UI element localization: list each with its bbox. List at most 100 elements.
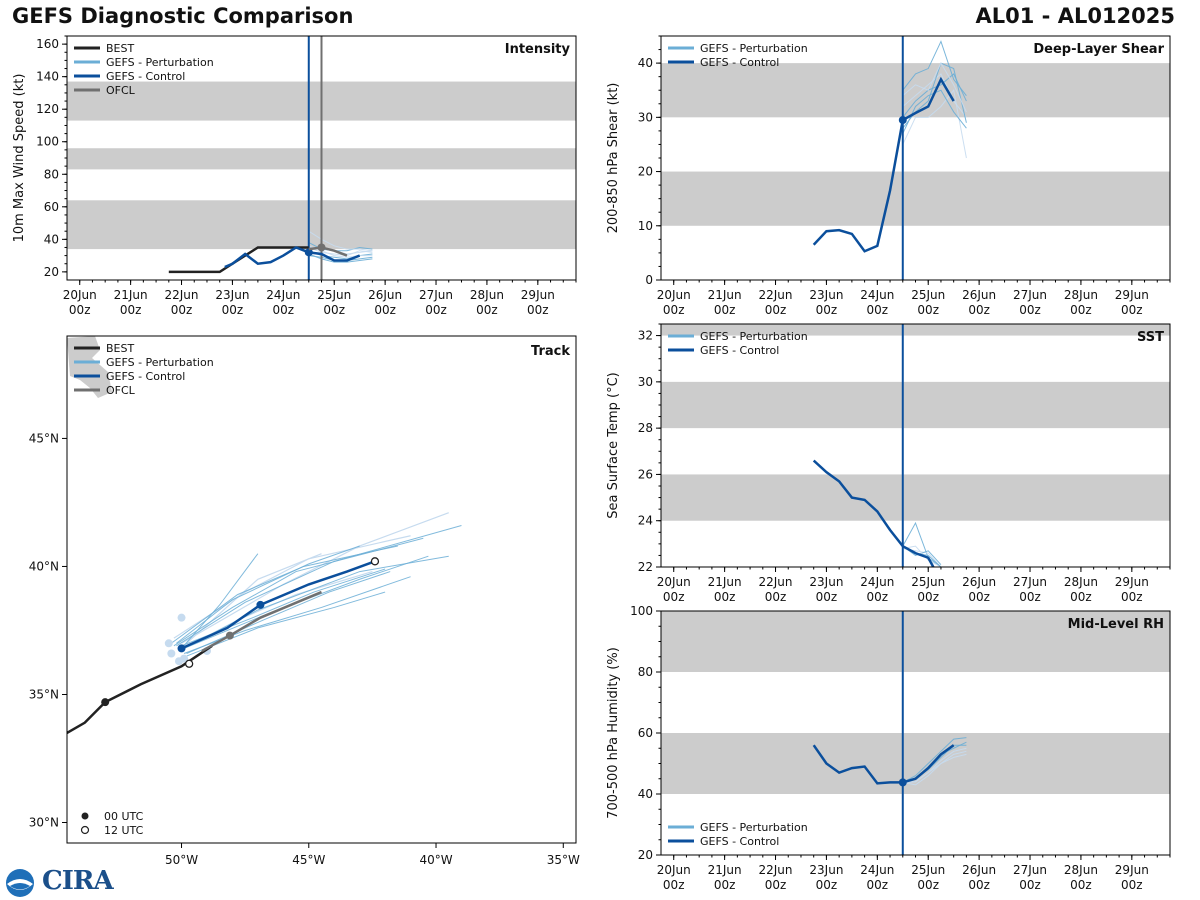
shear-plot-area xyxy=(661,36,1170,280)
track-perturbation-line xyxy=(176,525,462,647)
shear-xtick-label: 25Jun xyxy=(911,288,945,302)
intensity-xtick-label: 29Jun xyxy=(521,288,555,302)
intensity-xtick-label: 20Jun xyxy=(63,288,97,302)
intensity-xtick-sublabel: 00z xyxy=(222,303,244,317)
track-marker-12utc xyxy=(185,659,194,668)
shear-xtick-sublabel: 00z xyxy=(1019,303,1041,317)
land-shape xyxy=(67,336,112,398)
track-title: Track xyxy=(531,344,570,359)
track-ytick-label: 40°N xyxy=(29,559,59,573)
sst-ytick-label: 24 xyxy=(638,514,653,528)
shear-ytick-label: 30 xyxy=(638,110,653,124)
shear-xtick-label: 20Jun xyxy=(657,288,691,302)
track-plot-area xyxy=(67,336,462,734)
shear-perturbation-line xyxy=(902,40,967,96)
rh-ylabel: 700-500 hPa Humidity (%) xyxy=(606,647,621,819)
rh-xtick-label: 25Jun xyxy=(911,863,945,877)
shear-band xyxy=(661,171,1170,226)
sst-xtick-label: 21Jun xyxy=(708,575,742,589)
sst-xtick-label: 22Jun xyxy=(759,575,793,589)
rh-xtick-sublabel: 00z xyxy=(1019,878,1041,892)
intensity-ytick-label: 120 xyxy=(36,102,59,116)
intensity-xtick-sublabel: 00z xyxy=(69,303,91,317)
storm-id: AL01 - AL012025 xyxy=(975,4,1176,28)
sst-xtick-sublabel: 00z xyxy=(1019,590,1041,604)
shear-xtick-sublabel: 00z xyxy=(867,303,889,317)
rh-xtick-label: 23Jun xyxy=(809,863,843,877)
sst-band xyxy=(661,381,1170,429)
sst-xtick-sublabel: 00z xyxy=(714,590,736,604)
intensity-xtick-sublabel: 00z xyxy=(171,303,193,317)
intensity-ytick-label: 140 xyxy=(36,70,59,84)
track-perturbation-line xyxy=(176,545,360,644)
sst-band xyxy=(661,324,1170,336)
intensity-xtick-label: 25Jun xyxy=(317,288,351,302)
sst-xtick-sublabel: 00z xyxy=(663,590,685,604)
shear-xtick-sublabel: 00z xyxy=(1121,303,1143,317)
intensity-legend-label: GEFS - Perturbation xyxy=(106,56,214,69)
rh-xtick-label: 28Jun xyxy=(1064,863,1098,877)
intensity-ytick-label: 20 xyxy=(44,265,59,279)
rh-perturbation-line xyxy=(902,753,967,786)
intensity-ytick-label: 80 xyxy=(44,167,59,181)
shear-xtick-sublabel: 00z xyxy=(917,303,939,317)
shear-ytick-label: 20 xyxy=(638,165,653,179)
track-perturbation-dot xyxy=(164,639,173,648)
intensity-chart: 2040608010012014016020Jun00z21Jun00z22Ju… xyxy=(12,35,577,317)
rh-ytick-label: 80 xyxy=(638,665,653,679)
shear-xtick-label: 21Jun xyxy=(708,288,742,302)
shear-xtick-label: 26Jun xyxy=(962,288,996,302)
track-legend-label: OFCL xyxy=(106,384,136,397)
track-xtick-label: 40°W xyxy=(419,853,452,867)
intensity-marker xyxy=(304,248,313,257)
sst-ytick-label: 22 xyxy=(638,560,653,574)
shear-xtick-label: 23Jun xyxy=(809,288,843,302)
shear-xtick-label: 28Jun xyxy=(1064,288,1098,302)
sst-legend-label: GEFS - Perturbation xyxy=(700,330,808,343)
track-perturbation-line xyxy=(186,571,391,654)
sst-xtick-label: 28Jun xyxy=(1064,575,1098,589)
rh-xtick-label: 29Jun xyxy=(1115,863,1149,877)
sst-plot-area xyxy=(661,324,1170,567)
rh-xtick-label: 24Jun xyxy=(860,863,894,877)
intensity-perturbation-line xyxy=(308,230,373,252)
intensity-gefs-controlline xyxy=(224,246,361,269)
track-marker-12utc xyxy=(370,557,380,566)
sst-gefs-controlline xyxy=(812,459,935,567)
intensity-title: Intensity xyxy=(505,42,571,57)
intensity-ytick-label: 160 xyxy=(36,37,59,51)
rh-xtick-sublabel: 00z xyxy=(968,878,990,892)
track-perturbation-dot xyxy=(177,613,186,622)
sst-xtick-sublabel: 00z xyxy=(765,590,787,604)
rh-xtick-sublabel: 00z xyxy=(1121,878,1143,892)
intensity-marker xyxy=(317,243,326,252)
track-marker-00utc xyxy=(177,644,186,653)
track-xtick-label: 45°W xyxy=(292,853,325,867)
sst-xtick-label: 20Jun xyxy=(657,575,691,589)
page-title: GEFS Diagnostic Comparison xyxy=(12,4,354,28)
sst-xtick-sublabel: 00z xyxy=(1070,590,1092,604)
track-ytick-label: 45°N xyxy=(29,431,59,445)
track-ytick-label: 35°N xyxy=(29,687,59,701)
shear-title: Deep-Layer Shear xyxy=(1033,42,1164,57)
shear-chart: 01020304020Jun00z21Jun00z22Jun00z23Jun00… xyxy=(606,35,1171,317)
shear-xtick-sublabel: 00z xyxy=(714,303,736,317)
rh-band xyxy=(661,733,1170,794)
intensity-plot-area xyxy=(67,36,576,280)
sst-xtick-label: 25Jun xyxy=(911,575,945,589)
sst-perturbation-line xyxy=(902,521,942,567)
logo-text: CIRA xyxy=(42,866,114,896)
shear-perturbation-line xyxy=(902,62,967,113)
track-legend-00utc-swatch xyxy=(81,812,89,820)
shear-marker xyxy=(898,116,907,125)
rh-ytick-label: 40 xyxy=(638,787,653,801)
intensity-xtick-label: 26Jun xyxy=(368,288,402,302)
rh-ytick-label: 20 xyxy=(638,848,653,862)
sst-perturbation-line xyxy=(902,545,942,567)
shear-band xyxy=(661,63,1170,118)
intensity-ylabel: 10m Max Wind Speed (kt) xyxy=(12,74,27,243)
intensity-legend-label: GEFS - Control xyxy=(106,70,185,83)
track-legend-00utc-label: 00 UTC xyxy=(104,810,144,823)
rh-xtick-label: 21Jun xyxy=(708,863,742,877)
track-chart: 50°W 45°W 40°W 35°W 30°N 35°N 40°N 45°N Track BES… xyxy=(29,335,580,867)
